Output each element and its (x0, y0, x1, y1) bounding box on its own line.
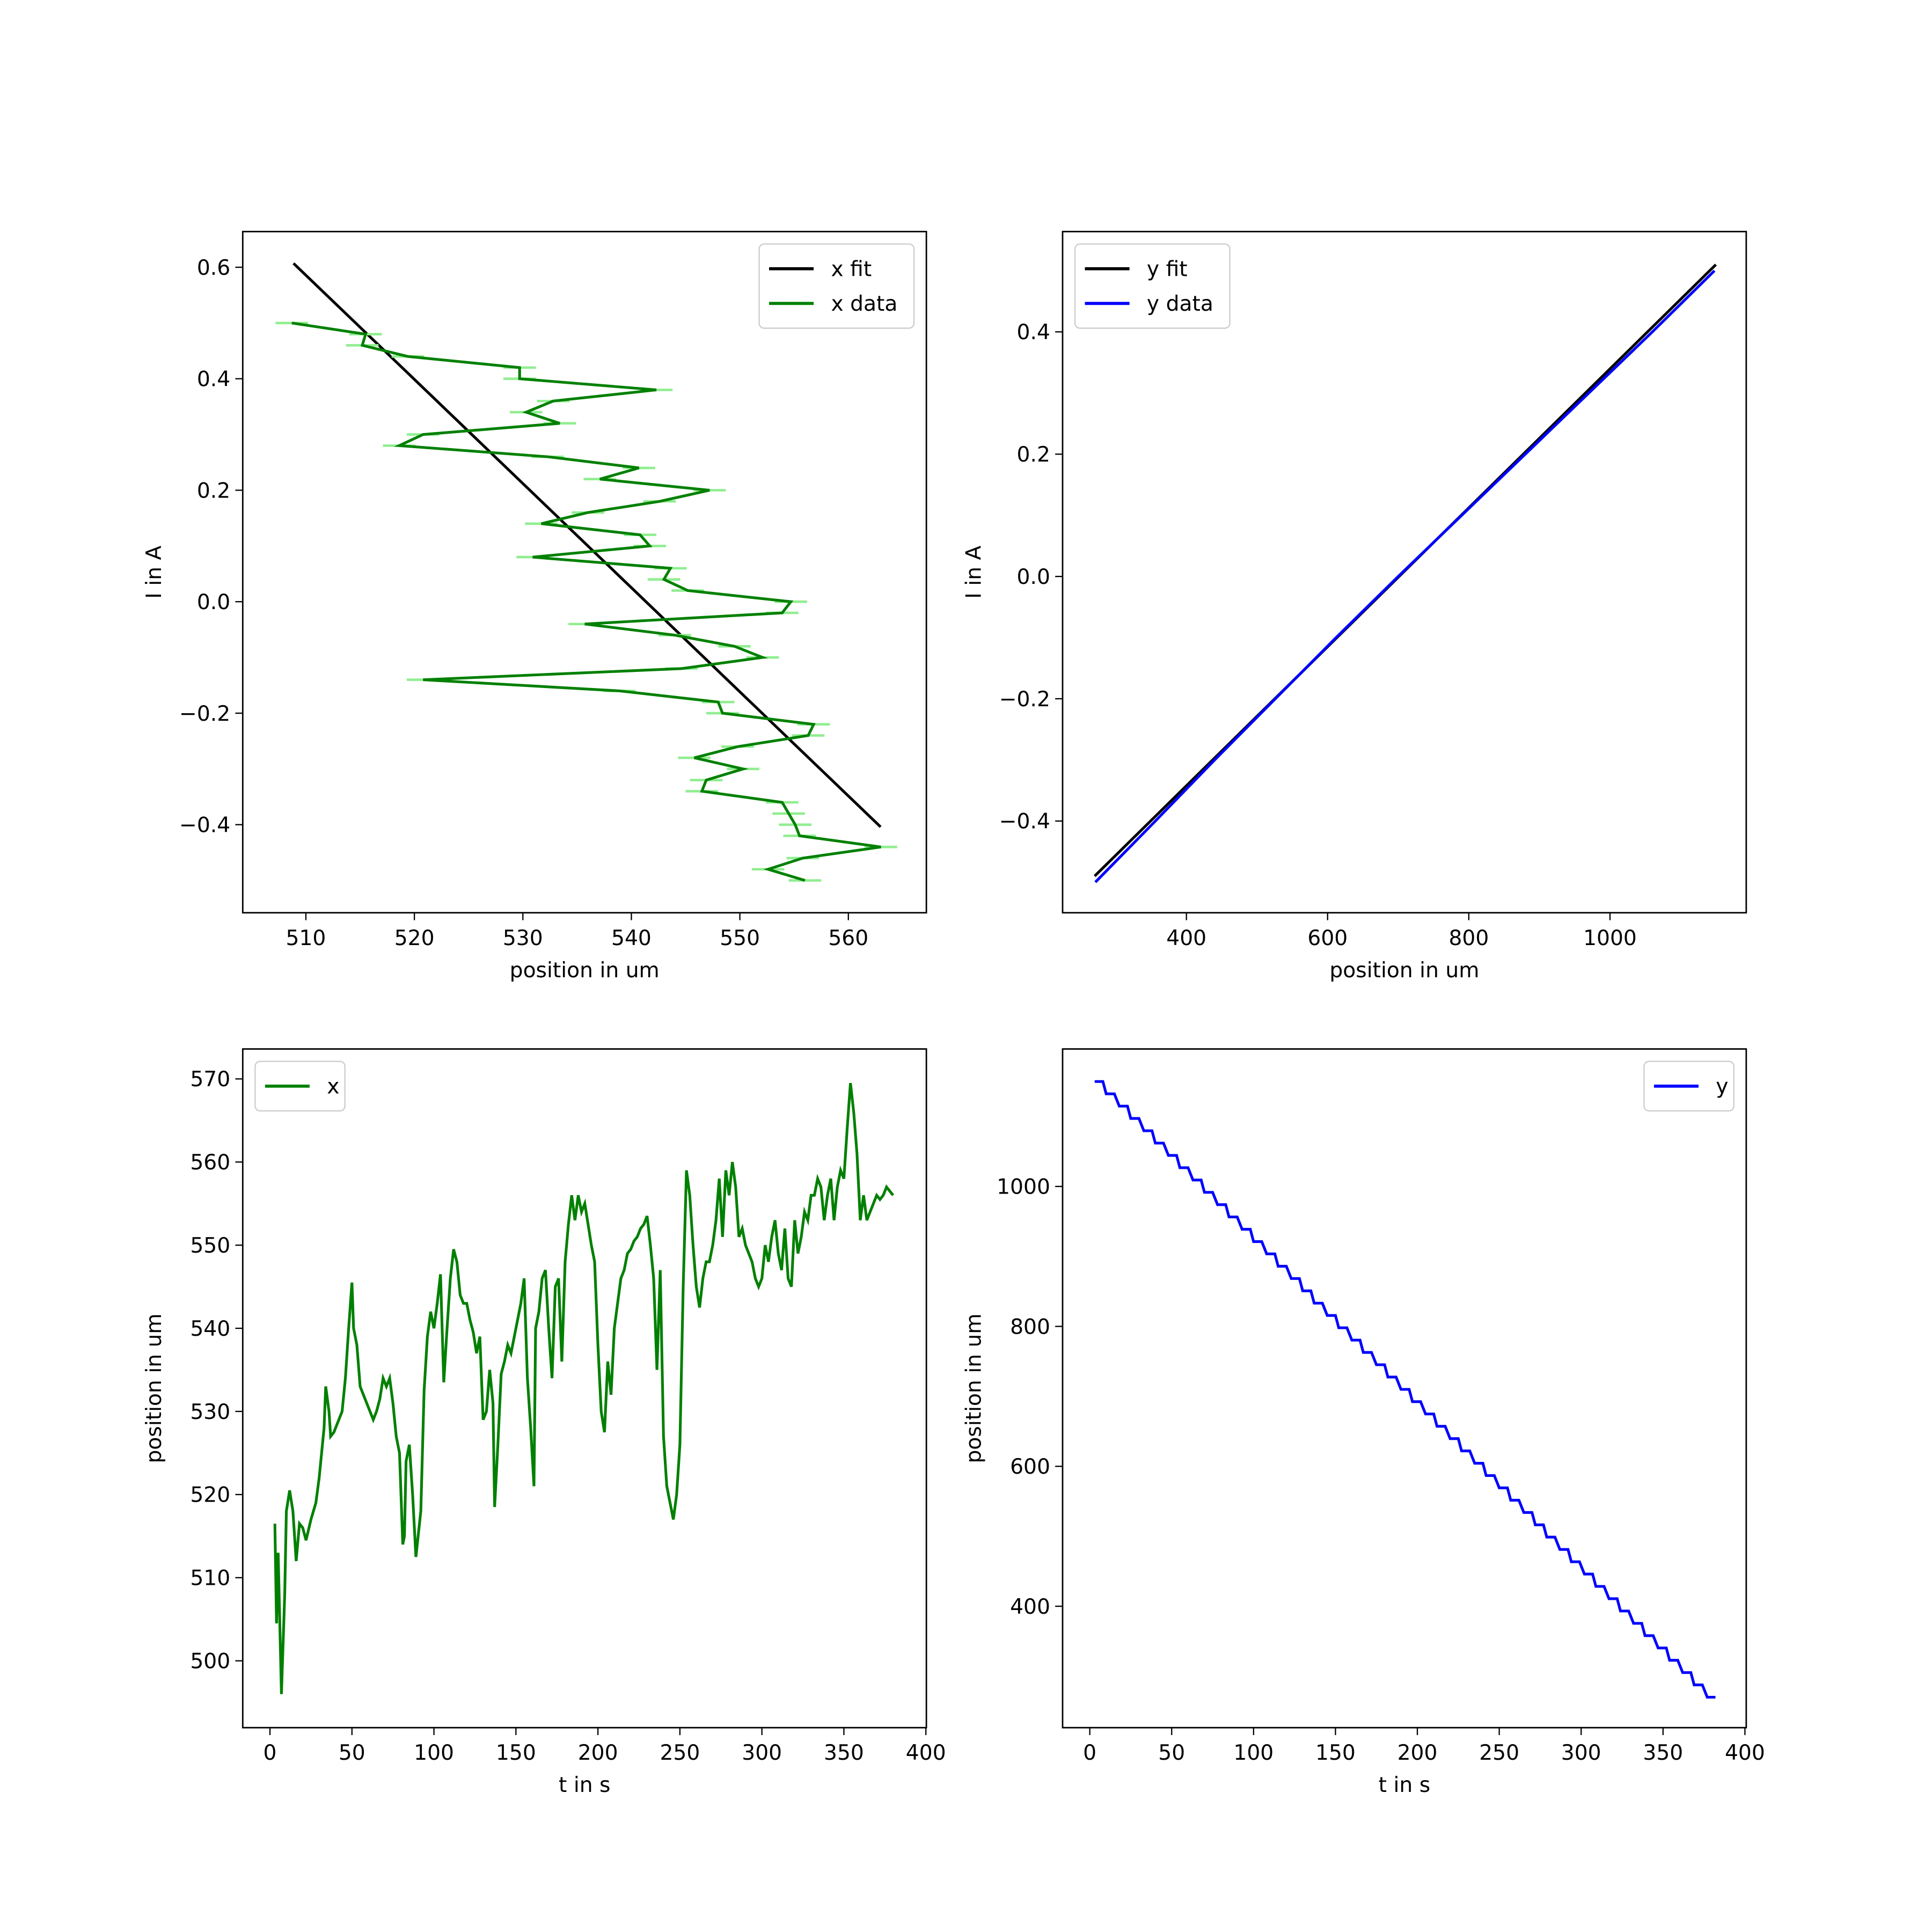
x-tick-label: 0 (1083, 1741, 1096, 1765)
x-tick-label: 250 (660, 1741, 700, 1765)
y-tick-label: 500 (190, 1650, 230, 1674)
y-axis-label: position in um (142, 1313, 166, 1463)
x-tick-label: 350 (1643, 1741, 1683, 1765)
x-axis-label: position in um (1329, 958, 1479, 983)
y-tick-label: −0.4 (179, 814, 230, 838)
y-tick-label: 0.0 (1017, 565, 1050, 589)
y-axis-label: position in um (962, 1313, 986, 1463)
x-tick-label: 400 (1166, 926, 1206, 950)
x-tick-label: 300 (742, 1741, 782, 1765)
y-tick-label: 550 (190, 1234, 230, 1258)
y-tick-label: 400 (1010, 1595, 1050, 1619)
x-tick-label: 560 (828, 926, 868, 950)
x-axis-label: position in um (510, 958, 660, 983)
y-axis-label: I in A (962, 545, 986, 598)
x-tick-label: 530 (503, 926, 543, 950)
data-line (292, 262, 882, 828)
data-line (1094, 269, 1716, 883)
subplot: 0 50 100 150 200 250 300 350 400 500 510 520 530 540 5… (142, 1048, 946, 1797)
y-tick-label: 510 (190, 1567, 230, 1591)
x-tick-label: 150 (1315, 1741, 1356, 1765)
data-line (1094, 1080, 1716, 1699)
axes-frame (1062, 1048, 1747, 1729)
y-tick-label: 0.0 (197, 590, 230, 614)
x-tick-label: 100 (1233, 1741, 1274, 1765)
x-tick-label: 520 (394, 926, 435, 950)
legend-label: x data (831, 292, 897, 316)
y-tick-label: 0.4 (1017, 320, 1050, 345)
x-tick-label: 150 (496, 1741, 536, 1765)
y-axis-label: I in A (142, 545, 166, 598)
x-tick-label: 800 (1448, 926, 1489, 950)
y-tick-label: −0.2 (999, 687, 1050, 712)
y-tick-label: 800 (1010, 1315, 1050, 1339)
y-tick-label: −0.2 (179, 702, 230, 726)
y-tick-label: 0.2 (1017, 443, 1050, 467)
legend-frame (758, 243, 915, 329)
x-axis-label: t in s (1379, 1773, 1431, 1797)
legend-label: x fit (831, 258, 872, 282)
legend-label: y fit (1147, 258, 1188, 282)
x-tick-label: 250 (1479, 1741, 1519, 1765)
legend: y fit y data (1074, 243, 1231, 329)
x-tick-label: 200 (578, 1741, 618, 1765)
subplot: 0 50 100 150 200 250 300 350 400 400 600 800 1000 t i… (962, 1048, 1765, 1797)
x-tick-label: 350 (824, 1741, 864, 1765)
legend-label: y (1716, 1075, 1728, 1099)
y-tick-label: 0.4 (197, 368, 230, 392)
x-tick-label: 550 (720, 926, 760, 950)
legend-label: x (327, 1075, 339, 1099)
subplot: 400 600 800 1000 −0.4 −0.2 0.0 0.2 0.4 position i… (962, 231, 1747, 983)
x-tick-label: 50 (339, 1741, 365, 1765)
y-tick-label: 570 (190, 1067, 230, 1092)
x-tick-label: 300 (1561, 1741, 1601, 1765)
x-tick-label: 50 (1158, 1741, 1185, 1765)
y-tick-label: 540 (190, 1317, 230, 1341)
legend: y (1643, 1060, 1735, 1112)
x-tick-label: 400 (906, 1741, 946, 1765)
y-tick-label: 0.2 (197, 479, 230, 503)
y-tick-label: 600 (1010, 1455, 1050, 1479)
axes-frame (1062, 231, 1747, 914)
subplot: 510 520 530 540 550 560 −0.4 −0.2 0.0 0.2 0.4 0.6 po… (142, 231, 927, 983)
y-tick-label: 530 (190, 1400, 230, 1424)
x-tick-label: 200 (1397, 1741, 1438, 1765)
x-tick-label: 540 (611, 926, 652, 950)
data-line (273, 1082, 895, 1694)
legend-frame (1074, 243, 1231, 329)
legend-label: y data (1147, 292, 1213, 316)
x-axis-label: t in s (559, 1773, 611, 1797)
axes-frame (241, 1048, 927, 1729)
x-tick-label: 100 (414, 1741, 454, 1765)
x-tick-label: 600 (1307, 926, 1348, 950)
x-tick-label: 0 (264, 1741, 277, 1765)
x-tick-label: 1000 (1583, 926, 1637, 950)
legend: x fit x data (758, 243, 915, 329)
y-tick-label: 1000 (997, 1175, 1050, 1199)
y-tick-label: 520 (190, 1483, 230, 1507)
x-tick-label: 400 (1725, 1741, 1765, 1765)
legend: x (254, 1060, 346, 1112)
y-tick-label: 0.6 (197, 256, 230, 280)
x-tick-label: 510 (286, 926, 326, 950)
axes-frame (241, 231, 927, 914)
y-tick-label: 560 (190, 1151, 230, 1175)
data-line (291, 321, 881, 882)
y-tick-label: −0.4 (999, 810, 1050, 834)
